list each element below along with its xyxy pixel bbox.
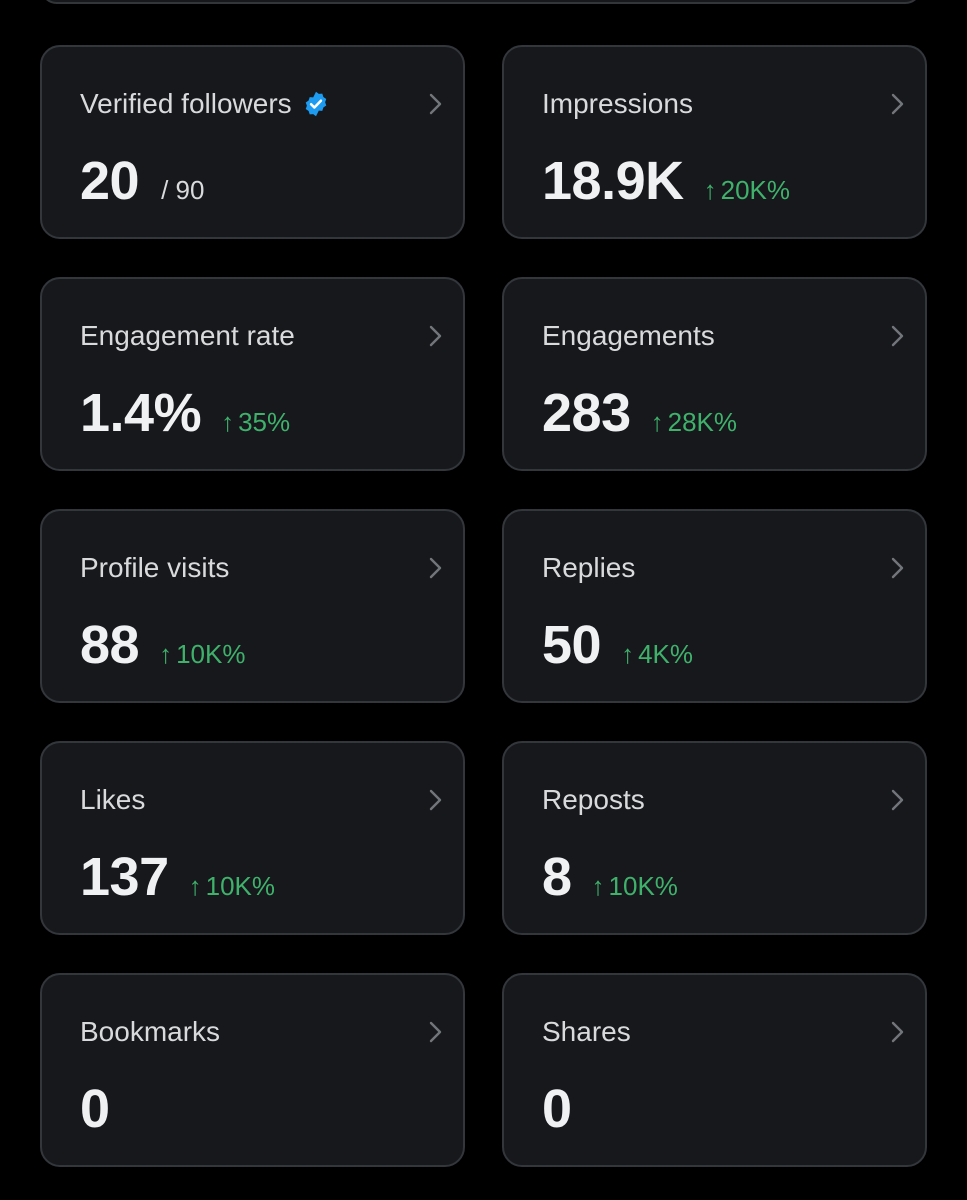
metric-change: ↑ 28K%	[651, 407, 737, 438]
metric-value: 0	[80, 1079, 110, 1139]
metric-value: 50	[542, 615, 602, 675]
metric-change: ↑ 20K%	[704, 175, 790, 206]
chevron-right-icon[interactable]	[425, 787, 445, 813]
metric-label: Profile visits	[80, 552, 230, 583]
arrow-up-icon: ↑	[621, 639, 635, 669]
metric-label: Replies	[542, 552, 636, 583]
metric-value: 88	[80, 615, 140, 675]
metric-label-row: Bookmarks	[80, 1015, 220, 1049]
arrow-up-icon: ↑	[221, 407, 235, 437]
metric-change: ↑ 4K%	[621, 639, 693, 670]
metric-label: Impressions	[542, 88, 693, 119]
metric-label: Shares	[542, 1016, 631, 1047]
metric-label-row: Engagements	[542, 319, 715, 353]
chevron-right-icon[interactable]	[887, 555, 907, 581]
verified-badge-icon	[305, 91, 326, 117]
metric-value: 0	[542, 1079, 572, 1139]
metric-value: 20	[80, 151, 140, 211]
metric-label: Reposts	[542, 784, 645, 815]
chevron-right-icon[interactable]	[425, 555, 445, 581]
arrow-up-icon: ↑	[188, 871, 202, 901]
metric-value: 283	[542, 383, 631, 443]
metric-label: Verified followers	[80, 88, 292, 119]
metric-label-row: Shares	[542, 1015, 631, 1049]
metric-card-impressions[interactable]: Impressions 18.9K ↑ 20K%	[502, 45, 927, 239]
metric-change-value: 35%	[238, 407, 291, 437]
metric-value-row: 20 / 90	[80, 151, 204, 211]
metric-label: Engagement rate	[80, 320, 295, 351]
metric-value-row: 137 ↑ 10K%	[80, 847, 275, 907]
metric-total: / 90	[161, 175, 205, 205]
metrics-grid: Verified followers 20 / 90 Impressions	[40, 45, 927, 1167]
arrow-up-icon: ↑	[159, 639, 173, 669]
chevron-right-icon[interactable]	[425, 1019, 445, 1045]
metric-change: ↑ 10K%	[159, 639, 245, 670]
metric-change-value: 28K%	[667, 407, 737, 437]
chevron-right-icon[interactable]	[887, 323, 907, 349]
arrow-up-icon: ↑	[650, 407, 664, 437]
arrow-up-icon: ↑	[591, 871, 605, 901]
chevron-right-icon[interactable]	[887, 1019, 907, 1045]
metric-value-row: 18.9K ↑ 20K%	[542, 151, 790, 211]
metric-card-reposts[interactable]: Reposts 8 ↑ 10K%	[502, 741, 927, 935]
metric-card-likes[interactable]: Likes 137 ↑ 10K%	[40, 741, 465, 935]
metric-card-engagement-rate[interactable]: Engagement rate 1.4% ↑ 35%	[40, 277, 465, 471]
metric-change-value: 20K%	[720, 175, 790, 205]
metric-card-verified-followers[interactable]: Verified followers 20 / 90	[40, 45, 465, 239]
metric-label: Engagements	[542, 320, 715, 351]
metric-value-row: 0	[80, 1079, 110, 1139]
metric-card-engagements[interactable]: Engagements 283 ↑ 28K%	[502, 277, 927, 471]
chevron-right-icon[interactable]	[887, 91, 907, 117]
metric-value: 18.9K	[542, 151, 684, 211]
metric-label-row: Engagement rate	[80, 319, 295, 353]
metric-change-value: 4K%	[638, 639, 693, 669]
metric-change-value: 10K%	[205, 871, 275, 901]
metric-value-row: 8 ↑ 10K%	[542, 847, 678, 907]
metric-value-row: 283 ↑ 28K%	[542, 383, 737, 443]
chevron-right-icon[interactable]	[425, 323, 445, 349]
metric-value-row: 1.4% ↑ 35%	[80, 383, 290, 443]
metric-value-row: 50 ↑ 4K%	[542, 615, 693, 675]
metric-change: ↑ 35%	[221, 407, 290, 438]
metric-label-row: Profile visits	[80, 551, 229, 585]
metric-change: ↑ 10K%	[189, 871, 275, 902]
metric-label-row: Likes	[80, 783, 145, 817]
metric-change: ↑ 10K%	[592, 871, 678, 902]
metric-label-row: Replies	[542, 551, 635, 585]
chevron-right-icon[interactable]	[425, 91, 445, 117]
arrow-up-icon: ↑	[703, 175, 717, 205]
metric-card-profile-visits[interactable]: Profile visits 88 ↑ 10K%	[40, 509, 465, 703]
metric-change-value: 10K%	[176, 639, 246, 669]
metric-change-value: 10K%	[608, 871, 678, 901]
metric-label-row: Impressions	[542, 87, 693, 121]
metric-card-replies[interactable]: Replies 50 ↑ 4K%	[502, 509, 927, 703]
chevron-right-icon[interactable]	[887, 787, 907, 813]
metric-card-shares[interactable]: Shares 0	[502, 973, 927, 1167]
metric-value-row: 0	[542, 1079, 572, 1139]
metric-value: 8	[542, 847, 572, 907]
metric-label: Likes	[80, 784, 146, 815]
metric-value: 1.4%	[80, 383, 202, 443]
metric-value-row: 88 ↑ 10K%	[80, 615, 245, 675]
metric-card-bookmarks[interactable]: Bookmarks 0	[40, 973, 465, 1167]
previous-card-partial[interactable]	[40, 0, 922, 4]
metric-value: 137	[80, 847, 169, 907]
metric-label-row: Verified followers	[80, 87, 330, 121]
metric-label: Bookmarks	[80, 1016, 221, 1047]
metric-label-row: Reposts	[542, 783, 645, 817]
